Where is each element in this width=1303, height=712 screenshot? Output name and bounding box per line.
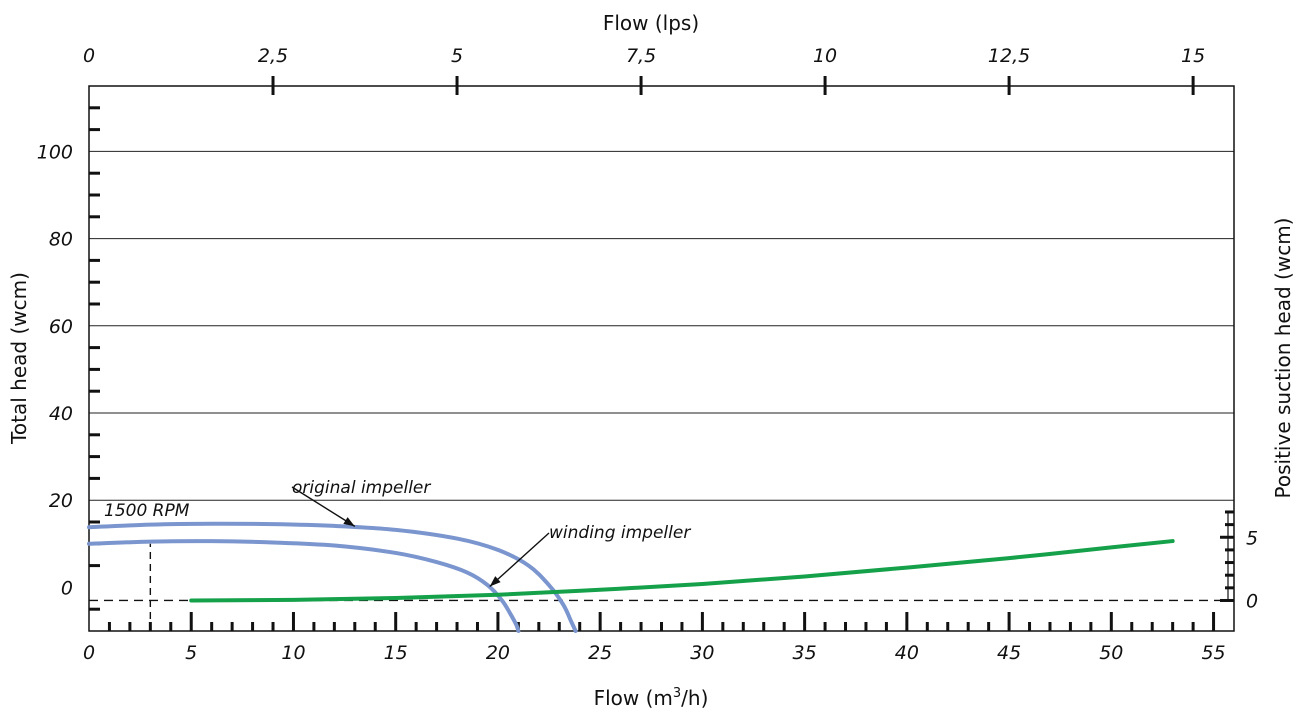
original-impeller-curve [87, 521, 578, 633]
x-top-tick-label: 15 [1181, 45, 1205, 67]
x-bottom-tick-label: 40 [895, 642, 919, 664]
x-top-tick-label: 0 [83, 45, 95, 67]
plot-frame [88, 85, 1235, 632]
y-left-tick-label: 0 [61, 577, 73, 599]
top-axis-title: Flow (lps) [603, 11, 699, 35]
bottom-axis: 0 5 10 15 20 25 30 35 40 45 50 55 [83, 612, 1226, 664]
y-left-tick-label: 100 [37, 141, 73, 163]
y-left-tick-label: 60 [49, 316, 73, 338]
x-top-tick-label: 12,5 [988, 45, 1030, 67]
series-lines [87, 521, 1175, 633]
left-axis-title: Total head (wcm) [7, 272, 31, 445]
reference-lines [89, 543, 1234, 631]
x-top-tick-label: 2,5 [258, 45, 288, 67]
x-bottom-tick-label: 25 [588, 642, 612, 664]
x-bottom-tick-label: 50 [1099, 642, 1123, 664]
winding-impeller-curve [87, 539, 521, 633]
right-axis-title: Positive suction head (wcm) [1271, 218, 1295, 499]
x-bottom-tick-label: 10 [281, 642, 305, 664]
x-bottom-tick-label: 0 [83, 642, 95, 664]
npsh-curve [189, 539, 1175, 603]
y-left-tick-label: 40 [49, 403, 73, 425]
x-bottom-tick-label: 20 [486, 642, 510, 664]
winding-impeller-arrow [489, 532, 550, 588]
x-bottom-tick-label: 15 [384, 642, 408, 664]
bottom-axis-title: Flow (m3/h) [594, 686, 709, 710]
winding-impeller-arrow-head [489, 576, 501, 587]
bottom-axis-title-suffix: /h) [681, 686, 708, 710]
original-impeller-label: original impeller [292, 478, 431, 498]
original-impeller-arrow-head [343, 517, 355, 527]
x-top-tick-label: 5 [451, 45, 463, 67]
right-axis: 05 [1220, 510, 1258, 612]
annotations: 1500 RPM original impeller winding impelle… [104, 478, 691, 588]
y-left-tick-label: 20 [49, 490, 73, 512]
x-top-tick-label: 10 [813, 45, 837, 67]
x-bottom-tick-label: 30 [690, 642, 714, 664]
y-right-tick-label: 5 [1246, 527, 1258, 549]
original-impeller-arrow [291, 486, 356, 527]
left-axis: 0 20 40 60 80 100 [37, 106, 100, 611]
bottom-axis-title-prefix: Flow (m [594, 686, 673, 710]
y-right-tick-label: 0 [1246, 590, 1258, 612]
x-bottom-tick-label: 5 [185, 642, 197, 664]
gridlines [89, 150, 1234, 501]
rpm-annotation: 1500 RPM [104, 501, 190, 521]
winding-impeller-label: winding impeller [549, 523, 691, 543]
x-bottom-tick-label: 35 [793, 642, 817, 664]
bottom-axis-title-sup: 3 [673, 686, 681, 701]
x-bottom-tick-label: 45 [997, 642, 1021, 664]
x-bottom-tick-label: 55 [1201, 642, 1225, 664]
x-top-tick-label: 7,5 [626, 45, 656, 67]
y-left-tick-label: 80 [49, 229, 73, 251]
top-axis: 0 2,5 5 7,5 10 12,5 15 [83, 45, 1205, 95]
